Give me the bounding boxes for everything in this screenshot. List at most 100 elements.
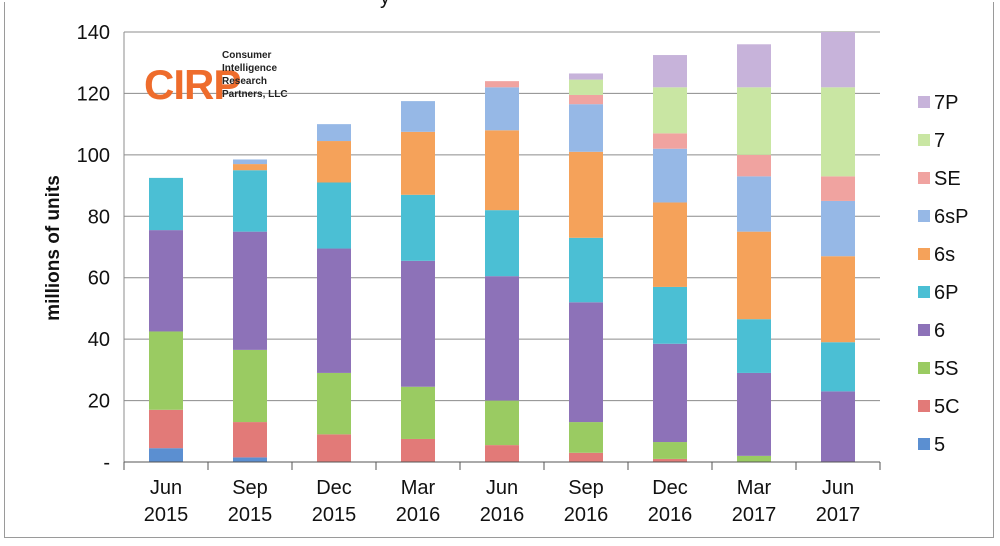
x-tick-label-year: 2017	[732, 504, 777, 526]
bar-segment-6	[569, 302, 603, 423]
bar-segment-5	[149, 448, 183, 462]
bar-segment-5S	[485, 400, 519, 446]
bar-segment-6	[653, 343, 687, 443]
x-tick-label-year: 2016	[564, 504, 609, 526]
x-tick-label-year: 2016	[396, 504, 441, 526]
bar-segment-6P	[401, 194, 435, 261]
bar-segment-5C	[485, 445, 519, 462]
x-tick-label-month: Jun	[822, 477, 854, 499]
bar-segment-6sP	[737, 176, 771, 232]
bar-segment-5S	[737, 455, 771, 462]
legend-swatch	[918, 172, 930, 184]
bar-segment-6sP	[569, 104, 603, 152]
x-tick-label-month: Dec	[652, 477, 688, 499]
bar-segment-6s	[737, 231, 771, 320]
bar-segment-5S	[653, 442, 687, 459]
legend-entry-7: 7	[918, 130, 945, 152]
bar-segment-6P	[485, 210, 519, 277]
bar-segment-5S	[317, 372, 351, 435]
logo-line-4: Partners, LLC	[222, 89, 288, 100]
bar-segment-6s	[569, 151, 603, 238]
legend-entry-5: 5	[918, 434, 945, 456]
legend-entry-SE: SE	[918, 168, 961, 190]
cirp-logo: CIRP Consumer Intelligence Research Part…	[144, 50, 288, 108]
x-tick-label-year: 2015	[312, 504, 357, 526]
bar-segment-SE	[485, 81, 519, 88]
bar-segment-6	[821, 391, 855, 462]
x-tick-label-year: 2015	[228, 504, 273, 526]
bar-segment-7P	[653, 55, 687, 88]
bar-segment-5S	[233, 349, 267, 423]
bar-segment-6s	[401, 131, 435, 195]
legend-swatch	[918, 134, 930, 146]
legend-entry-7P: 7P	[918, 92, 958, 114]
legend-swatch	[918, 324, 930, 336]
bar-segment-6P	[653, 286, 687, 344]
bar-segment-5S	[149, 331, 183, 410]
bar-segment-7	[569, 79, 603, 95]
y-tick-labels: - 20 40 60 80 100 120 140	[77, 22, 110, 474]
bar-segment-6s	[317, 141, 351, 183]
x-tick-label-month: Mar	[401, 477, 436, 499]
legend-swatch	[918, 96, 930, 108]
bar-segment-SE	[737, 154, 771, 177]
y-axis-label: millions of units	[43, 175, 64, 321]
bar-segment-SE	[569, 94, 603, 105]
bar-segment-6	[485, 276, 519, 401]
legend-entry-6s: 6s	[918, 244, 955, 266]
chart-frame	[4, 2, 994, 538]
bar-segment-7	[653, 87, 687, 134]
logo-line-1: Consumer	[222, 50, 272, 61]
bar-segment-6	[401, 260, 435, 387]
y-tick-label: 120	[77, 83, 110, 105]
x-tick-label-year: 2015	[144, 504, 189, 526]
legend-entry-6sP: 6sP	[918, 206, 968, 228]
x-tick-label-year: 2017	[816, 504, 861, 526]
legend-label: 6P	[934, 282, 958, 304]
bar-segment-6	[233, 231, 267, 350]
legend-entry-6: 6	[918, 320, 945, 342]
legend-swatch	[918, 248, 930, 260]
legend-label: 6s	[934, 244, 955, 266]
legend-label: 6sP	[934, 206, 968, 228]
legend-entry-5C: 5C	[918, 396, 960, 418]
bar-segment-5C	[653, 458, 687, 462]
axes	[123, 32, 881, 470]
legend-swatch	[918, 400, 930, 412]
legend-label: 7	[934, 130, 945, 152]
bar-segment-SE	[821, 176, 855, 201]
logo-line-2: Intelligence	[222, 63, 277, 74]
bar-segment-6sP	[653, 148, 687, 203]
bar-segment-5C	[149, 409, 183, 449]
bar-segment-6P	[569, 237, 603, 303]
bar-segment-7	[737, 87, 771, 155]
x-tick-label-year: 2016	[648, 504, 693, 526]
bar-segment-6P	[233, 170, 267, 232]
legend-label: SE	[934, 168, 961, 190]
bar-segment-5S	[569, 422, 603, 453]
y-tick-label: 20	[88, 391, 110, 413]
bar-segment-7P	[569, 73, 603, 80]
y-tick-label: 100	[77, 145, 110, 167]
y-tick-label: 80	[88, 206, 110, 228]
legend-entry-5S: 5S	[918, 358, 958, 380]
legend-label: 5C	[934, 396, 960, 418]
logo-mark: CIRP	[144, 61, 240, 108]
bar-segment-5	[233, 457, 267, 462]
bar-segment-6s	[233, 164, 267, 171]
x-tick-labels: Jun 2015 Sep 2015 Dec 2015 Mar 2016 Jun 2016 Sep 20…	[144, 477, 861, 526]
bar-segment-7P	[821, 32, 855, 88]
legend-swatch	[918, 438, 930, 450]
y-tick-label: 40	[88, 329, 110, 351]
bar-segment-7	[821, 87, 855, 177]
bar-segment-5C	[233, 422, 267, 458]
legend-label: 7P	[934, 92, 958, 114]
x-tick-label-month: Jun	[150, 477, 182, 499]
bar-segment-5C	[401, 438, 435, 462]
legend: 7P 7 SE 6sP 6s 6P 6 5S 5C 5	[918, 92, 968, 456]
legend-swatch	[918, 362, 930, 374]
x-tick-label-year: 2016	[480, 504, 525, 526]
bar-segment-5C	[569, 452, 603, 462]
bar-segment-5C	[317, 434, 351, 462]
